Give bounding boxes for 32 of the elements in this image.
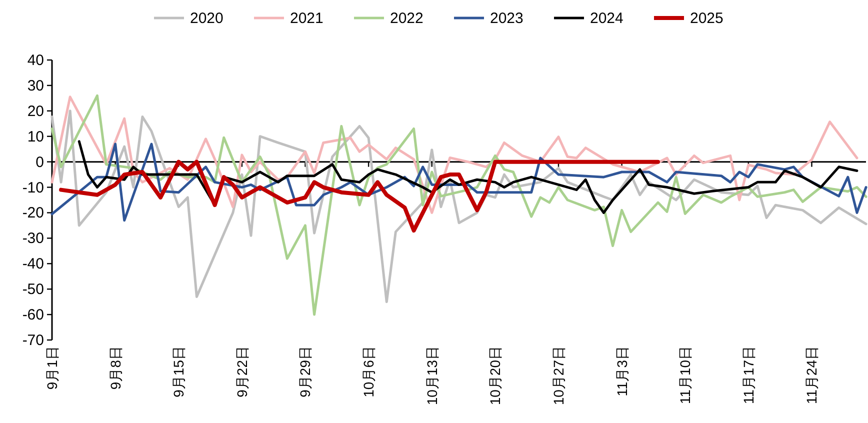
x-tick-label: 9月8日	[107, 346, 124, 390]
legend-label: 2025	[690, 10, 724, 27]
y-tick-label: 40	[27, 52, 44, 69]
x-tick-label: 10月6日	[360, 346, 377, 398]
y-tick-label: -10	[22, 179, 44, 196]
legend-label: 2023	[490, 10, 524, 27]
x-tick-label: 11月3日	[614, 346, 630, 396]
y-tick-label: 10	[27, 128, 44, 146]
x-tick-label: 11月17日	[740, 346, 756, 404]
legend-label: 2022	[390, 10, 424, 27]
x-tick-label: 9月22日	[234, 346, 250, 398]
x-tick-label: 11月10日	[677, 346, 694, 404]
line-series	[59, 160, 660, 233]
y-tick-label: -20	[22, 204, 44, 222]
y-tick-label: 0	[36, 154, 44, 171]
x-tick-label: 9月29日	[297, 346, 314, 398]
y-tick-label: 20	[27, 102, 44, 120]
y-tick-label: -40	[22, 256, 44, 273]
legend-label: 2024	[590, 10, 624, 27]
x-tick-label: 9月15日	[170, 346, 187, 398]
legend-label: 2021	[290, 10, 324, 27]
x-tick-label: 10月27日	[550, 346, 566, 406]
x-tick-label: 9月1日	[44, 346, 60, 390]
y-tick-label: -30	[22, 230, 44, 248]
x-tick-label: 10月13日	[424, 346, 440, 406]
y-tick-label: -60	[22, 306, 44, 324]
y-tick-label: -50	[22, 281, 44, 298]
x-tick-label: 10月20日	[487, 346, 504, 406]
legend-label: 2020	[190, 10, 224, 27]
y-tick-label: 30	[27, 77, 44, 94]
x-tick-label: 11月24日	[804, 346, 820, 404]
y-tick-label: -70	[22, 332, 44, 349]
